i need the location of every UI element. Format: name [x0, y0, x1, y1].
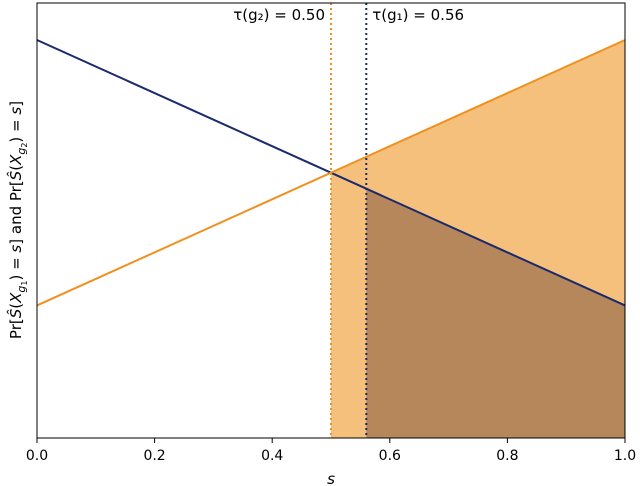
x-axis-label: s: [327, 470, 335, 486]
svg-text:Pr[Ŝ(Xg1) = s] and Pr[Ŝ(Xg2): Pr[Ŝ(Xg1) = s] and Pr[Ŝ(Xg2) = s]: [6, 101, 29, 339]
x-tick-label-3: 0.6: [379, 448, 401, 464]
x-tick-label-2: 0.4: [261, 448, 283, 464]
x-tick-label-5: 1.0: [614, 448, 636, 464]
threshold-annotations: τ(g₂) = 0.50 τ(g₁) = 0.56: [233, 6, 464, 24]
x-tick-label-1: 0.2: [143, 448, 165, 464]
x-tick-label-4: 0.8: [496, 448, 518, 464]
fill-region-2: [366, 188, 625, 438]
y-axis-label: Pr[Ŝ(Xg1) = s] and Pr[Ŝ(Xg2) = s]: [6, 101, 29, 339]
threshold-annotation-2: τ(g₁) = 0.56: [372, 6, 464, 24]
series-line-2: [36, 39, 626, 307]
x-tick-label-0: 0.0: [26, 448, 48, 464]
plot-frame: [36, 2, 626, 439]
series-lines: [36, 39, 626, 307]
x-axis-ticks: 0.0 0.2 0.4 0.6 0.8 1.0: [26, 438, 636, 464]
threshold-annotation-1: τ(g₂) = 0.50: [233, 6, 325, 24]
